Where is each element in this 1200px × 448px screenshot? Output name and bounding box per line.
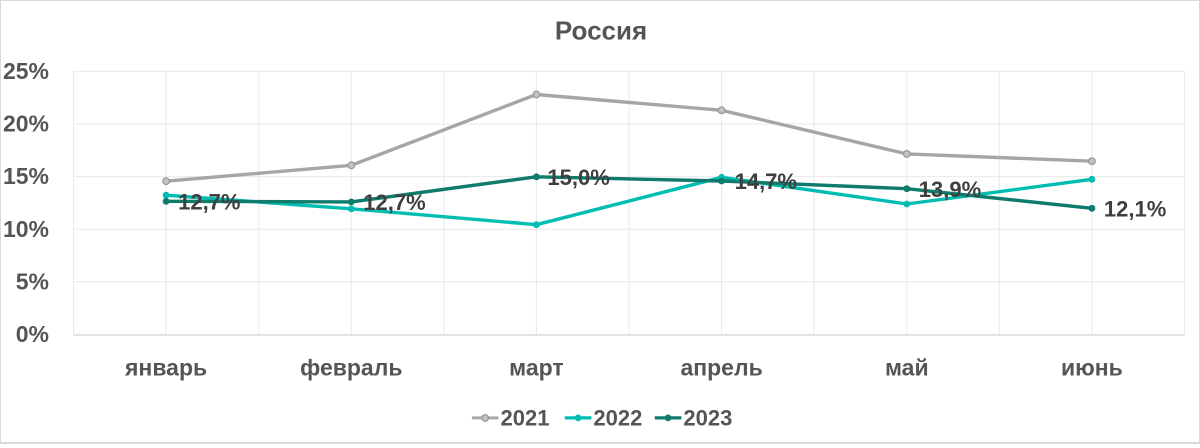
svg-text:март: март — [509, 355, 564, 381]
svg-text:июнь: июнь — [1061, 355, 1123, 381]
svg-text:2021: 2021 — [501, 405, 550, 430]
svg-text:февраль: февраль — [300, 355, 402, 381]
svg-text:20%: 20% — [3, 111, 49, 137]
svg-text:12,7%: 12,7% — [178, 189, 240, 214]
svg-text:апрель: апрель — [680, 355, 762, 381]
svg-text:2023: 2023 — [683, 405, 732, 430]
svg-text:0%: 0% — [16, 321, 49, 347]
svg-text:май: май — [885, 355, 929, 381]
svg-text:10%: 10% — [3, 216, 49, 242]
svg-text:Россия: Россия — [555, 15, 647, 45]
svg-text:январь: январь — [124, 355, 207, 381]
svg-text:13,9%: 13,9% — [919, 177, 981, 202]
svg-text:14,7%: 14,7% — [735, 169, 797, 194]
svg-text:12,1%: 12,1% — [1104, 196, 1166, 221]
svg-text:15%: 15% — [3, 163, 49, 189]
svg-text:25%: 25% — [3, 58, 49, 84]
svg-text:15,0%: 15,0% — [547, 165, 609, 190]
svg-text:5%: 5% — [16, 268, 49, 294]
svg-text:12,7%: 12,7% — [363, 190, 425, 215]
svg-text:2022: 2022 — [593, 405, 642, 430]
